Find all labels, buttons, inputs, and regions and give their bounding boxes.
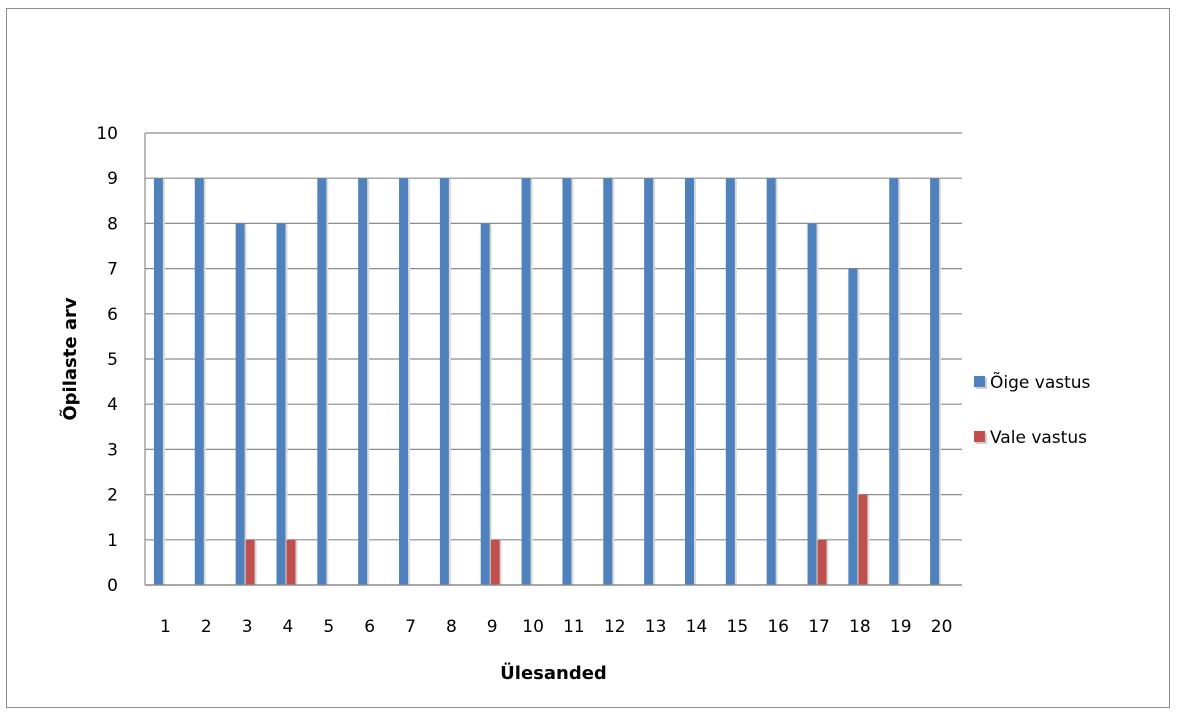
x-tick-label: 4 (283, 617, 294, 637)
bar-oige-2 (194, 178, 204, 585)
x-tick-label: 17 (808, 617, 830, 637)
bar-oige-6 (358, 178, 368, 585)
y-tick-label: 3 (107, 440, 118, 460)
y-tick-label: 8 (107, 214, 118, 234)
bar-oige-1 (153, 178, 163, 585)
bar-vale-4 (286, 539, 296, 585)
bar-oige-14 (684, 178, 694, 585)
x-axis-tick-labels: 1 2 3 4 5 6 7 8 9 10 11 12 13 14 15 16 17 18 19 20 (160, 617, 952, 637)
bar-oige-8 (439, 178, 449, 585)
x-tick-label: 8 (446, 617, 457, 637)
bar-oige-9 (480, 223, 490, 585)
x-tick-label: 14 (686, 617, 708, 637)
legend-label-vale: Vale vastus (990, 428, 1087, 448)
y-axis-title: Õpilaste arv (58, 297, 81, 420)
y-tick-label: 1 (107, 531, 118, 551)
x-tick-label: 11 (563, 617, 585, 637)
bar-oige-13 (644, 178, 654, 585)
x-tick-label: 1 (160, 617, 171, 637)
bar-vale-3 (245, 539, 255, 585)
x-tick-label: 16 (767, 617, 789, 637)
x-axis-title: Ülesanded (500, 662, 607, 684)
bar-oige-17 (807, 223, 817, 585)
x-tick-label: 12 (604, 617, 626, 637)
legend-label-oige: Õige vastus (990, 371, 1091, 393)
y-tick-label: 9 (107, 169, 118, 189)
x-tick-label: 15 (727, 617, 749, 637)
y-tick-label: 0 (107, 576, 118, 596)
x-tick-label: 18 (849, 617, 871, 637)
bar-oige-15 (725, 178, 735, 585)
bar-vale-18 (858, 494, 868, 585)
y-tick-label: 6 (107, 305, 118, 325)
x-tick-label: 2 (201, 617, 212, 637)
gridlines (144, 132, 962, 585)
bar-oige-20 (930, 178, 940, 585)
legend-swatch-oige (974, 376, 985, 387)
bar-oige-5 (317, 178, 327, 585)
x-tick-label: 19 (890, 617, 912, 637)
x-tick-label: 3 (242, 617, 253, 637)
x-tick-label: 7 (405, 617, 416, 637)
bar-oige-16 (766, 178, 776, 585)
y-tick-label: 4 (107, 395, 118, 415)
y-tick-label: 5 (107, 350, 118, 370)
bar-oige-12 (603, 178, 613, 585)
y-tick-label: 2 (107, 486, 118, 506)
bar-oige-10 (521, 178, 531, 585)
x-tick-label: 6 (364, 617, 375, 637)
bar-vale-9 (490, 539, 500, 585)
x-tick-label: 13 (645, 617, 667, 637)
x-tick-label: 9 (487, 617, 498, 637)
legend: Õige vastus Vale vastus (974, 371, 1091, 448)
bar-vale-17 (817, 539, 827, 585)
y-tick-label: 10 (96, 124, 118, 144)
bar-oige-18 (848, 268, 858, 585)
bar-oige-19 (889, 178, 899, 585)
x-tick-label: 20 (931, 617, 953, 637)
bar-oige-4 (276, 223, 286, 585)
y-tick-label: 7 (107, 260, 118, 280)
x-tick-label: 10 (522, 617, 544, 637)
x-tick-label: 5 (323, 617, 334, 637)
y-axis-tick-labels: 0 1 2 3 4 5 6 7 8 9 10 (96, 124, 118, 596)
legend-swatch-vale (974, 431, 985, 442)
bar-oige-7 (399, 178, 409, 585)
bars (153, 178, 942, 585)
bar-oige-3 (235, 223, 245, 585)
bar-oige-11 (562, 178, 572, 585)
